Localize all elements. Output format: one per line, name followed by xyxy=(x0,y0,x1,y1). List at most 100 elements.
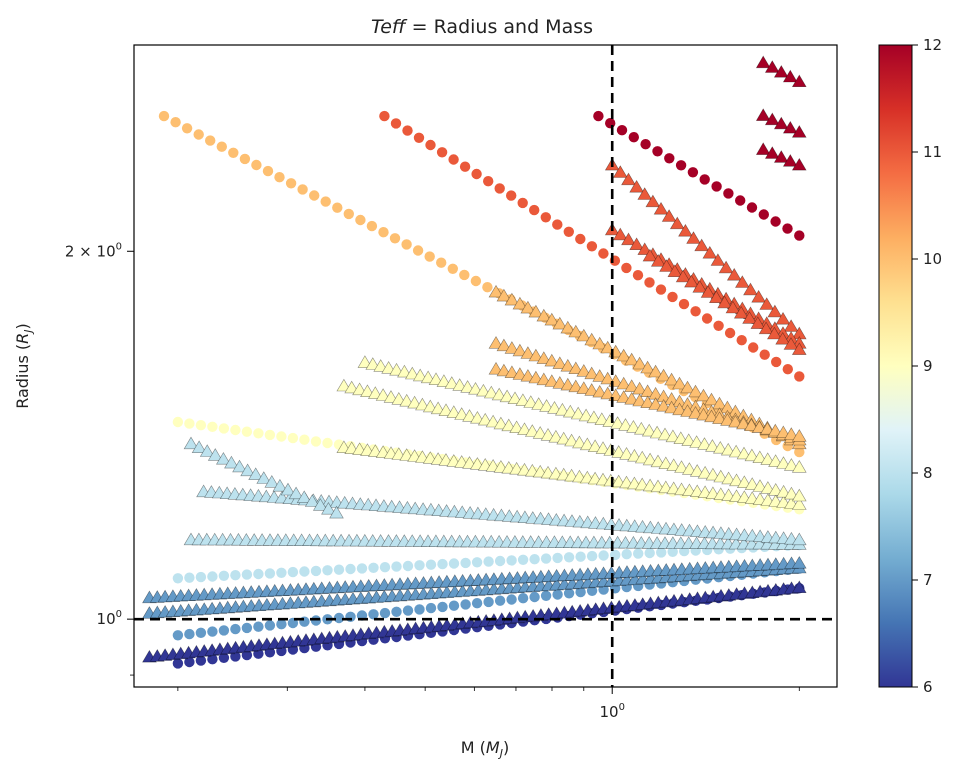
scatter-triangle xyxy=(579,437,595,451)
scatter-point xyxy=(563,588,575,599)
scatter-point xyxy=(621,262,632,274)
scatter-point xyxy=(540,553,552,564)
y-axis-label-main: Radius ( xyxy=(13,344,32,409)
scatter-markers xyxy=(142,55,807,669)
scatter-triangle xyxy=(708,290,724,304)
scatter-triangle xyxy=(704,392,719,406)
scatter-point xyxy=(287,432,299,444)
scatter-triangle xyxy=(736,475,752,489)
scatter-triangle xyxy=(672,402,687,416)
scatter-triangle xyxy=(791,429,807,442)
scatter-point xyxy=(402,125,413,136)
scatter-point xyxy=(368,562,379,573)
scatter-triangle xyxy=(750,316,766,329)
scatter-triangle xyxy=(705,467,721,481)
scatter-point xyxy=(794,446,805,458)
scatter-triangle xyxy=(742,311,757,324)
scatter-triangle xyxy=(659,259,674,272)
scatter-point xyxy=(207,654,218,665)
scatter-point xyxy=(310,436,322,447)
scatter-point xyxy=(241,426,253,437)
scatter-triangle xyxy=(775,425,791,439)
scatter-triangle xyxy=(767,423,783,437)
scatter-triangle xyxy=(619,447,634,460)
scatter-triangle xyxy=(697,465,713,479)
x-axis-label-symbol: M xyxy=(486,738,500,757)
scatter-triangle xyxy=(532,426,548,439)
scatter-point xyxy=(230,623,241,635)
scatter-triangle xyxy=(568,324,584,338)
scatter-triangle xyxy=(404,366,420,380)
scatter-triangle xyxy=(755,108,771,121)
scatter-triangle xyxy=(520,300,536,314)
scatter-point xyxy=(447,263,458,274)
scatter-triangle xyxy=(704,409,719,423)
scatter-triangle xyxy=(626,420,641,433)
scatter-triangle xyxy=(540,428,556,441)
scatter-triangle xyxy=(488,361,504,375)
scatter-triangle xyxy=(650,454,666,468)
scatter-triangle xyxy=(616,376,632,390)
scatter-triangle xyxy=(485,414,501,428)
scatter-point xyxy=(310,615,322,626)
scatter-point xyxy=(239,153,251,165)
scatter-point xyxy=(184,572,195,583)
scatter-triangle xyxy=(232,459,247,473)
scatter-triangle xyxy=(673,431,689,445)
chart-title-italic: Teff xyxy=(371,16,408,38)
scatter-triangle xyxy=(552,376,568,389)
scatter-point xyxy=(195,655,207,666)
scatter-point xyxy=(332,202,343,213)
scatter-triangle xyxy=(641,423,657,437)
scatter-point xyxy=(552,219,563,230)
scatter-triangle xyxy=(775,311,791,325)
scatter-triangle xyxy=(728,444,744,458)
scatter-point xyxy=(402,560,414,572)
scatter-triangle xyxy=(496,338,512,352)
scatter-point xyxy=(402,605,414,616)
scatter-point xyxy=(713,320,724,331)
scatter-point xyxy=(483,176,494,187)
scatter-point xyxy=(517,593,529,604)
scatter-triangle xyxy=(783,427,799,440)
scatter-point xyxy=(678,298,690,310)
scatter-point xyxy=(471,598,483,609)
scatter-triangle xyxy=(207,448,223,461)
scatter-point xyxy=(448,154,459,165)
scatter-triangle xyxy=(504,292,520,306)
scatter-point xyxy=(343,208,354,220)
scatter-triangle xyxy=(653,201,669,215)
scatter-triangle xyxy=(383,390,399,403)
scatter-triangle xyxy=(645,194,661,208)
scatter-point xyxy=(460,599,471,610)
scatter-point xyxy=(529,204,540,216)
scatter-triangle xyxy=(438,403,454,417)
scatter-point xyxy=(276,619,287,630)
scatter-triangle xyxy=(375,388,391,401)
scatter-triangle xyxy=(629,237,645,250)
scatter-triangle xyxy=(367,386,383,399)
scatter-point xyxy=(437,558,448,570)
scatter-point xyxy=(184,628,195,640)
scatter-point xyxy=(699,174,710,185)
scatter-triangle xyxy=(544,312,560,326)
scatter-point xyxy=(540,212,551,223)
scatter-point xyxy=(605,118,616,129)
scatter-point xyxy=(320,196,331,207)
scatter-triangle xyxy=(520,369,536,382)
scatter-point xyxy=(264,620,276,631)
scatter-point xyxy=(391,561,402,572)
scatter-triangle xyxy=(544,374,560,387)
scatter-triangle xyxy=(712,441,728,454)
scatter-triangle xyxy=(764,60,780,73)
scatter-triangle xyxy=(556,431,572,445)
scatter-triangle xyxy=(576,364,592,377)
scatter-triangle xyxy=(743,282,758,296)
scatter-triangle xyxy=(504,365,520,379)
scatter-triangle xyxy=(572,435,587,449)
scatter-point xyxy=(436,147,448,158)
scatter-triangle xyxy=(759,297,775,310)
scatter-point xyxy=(586,241,598,252)
scatter-triangle xyxy=(491,387,507,401)
colorbar: 6 7 8 9 10 11 12 xyxy=(878,36,942,696)
